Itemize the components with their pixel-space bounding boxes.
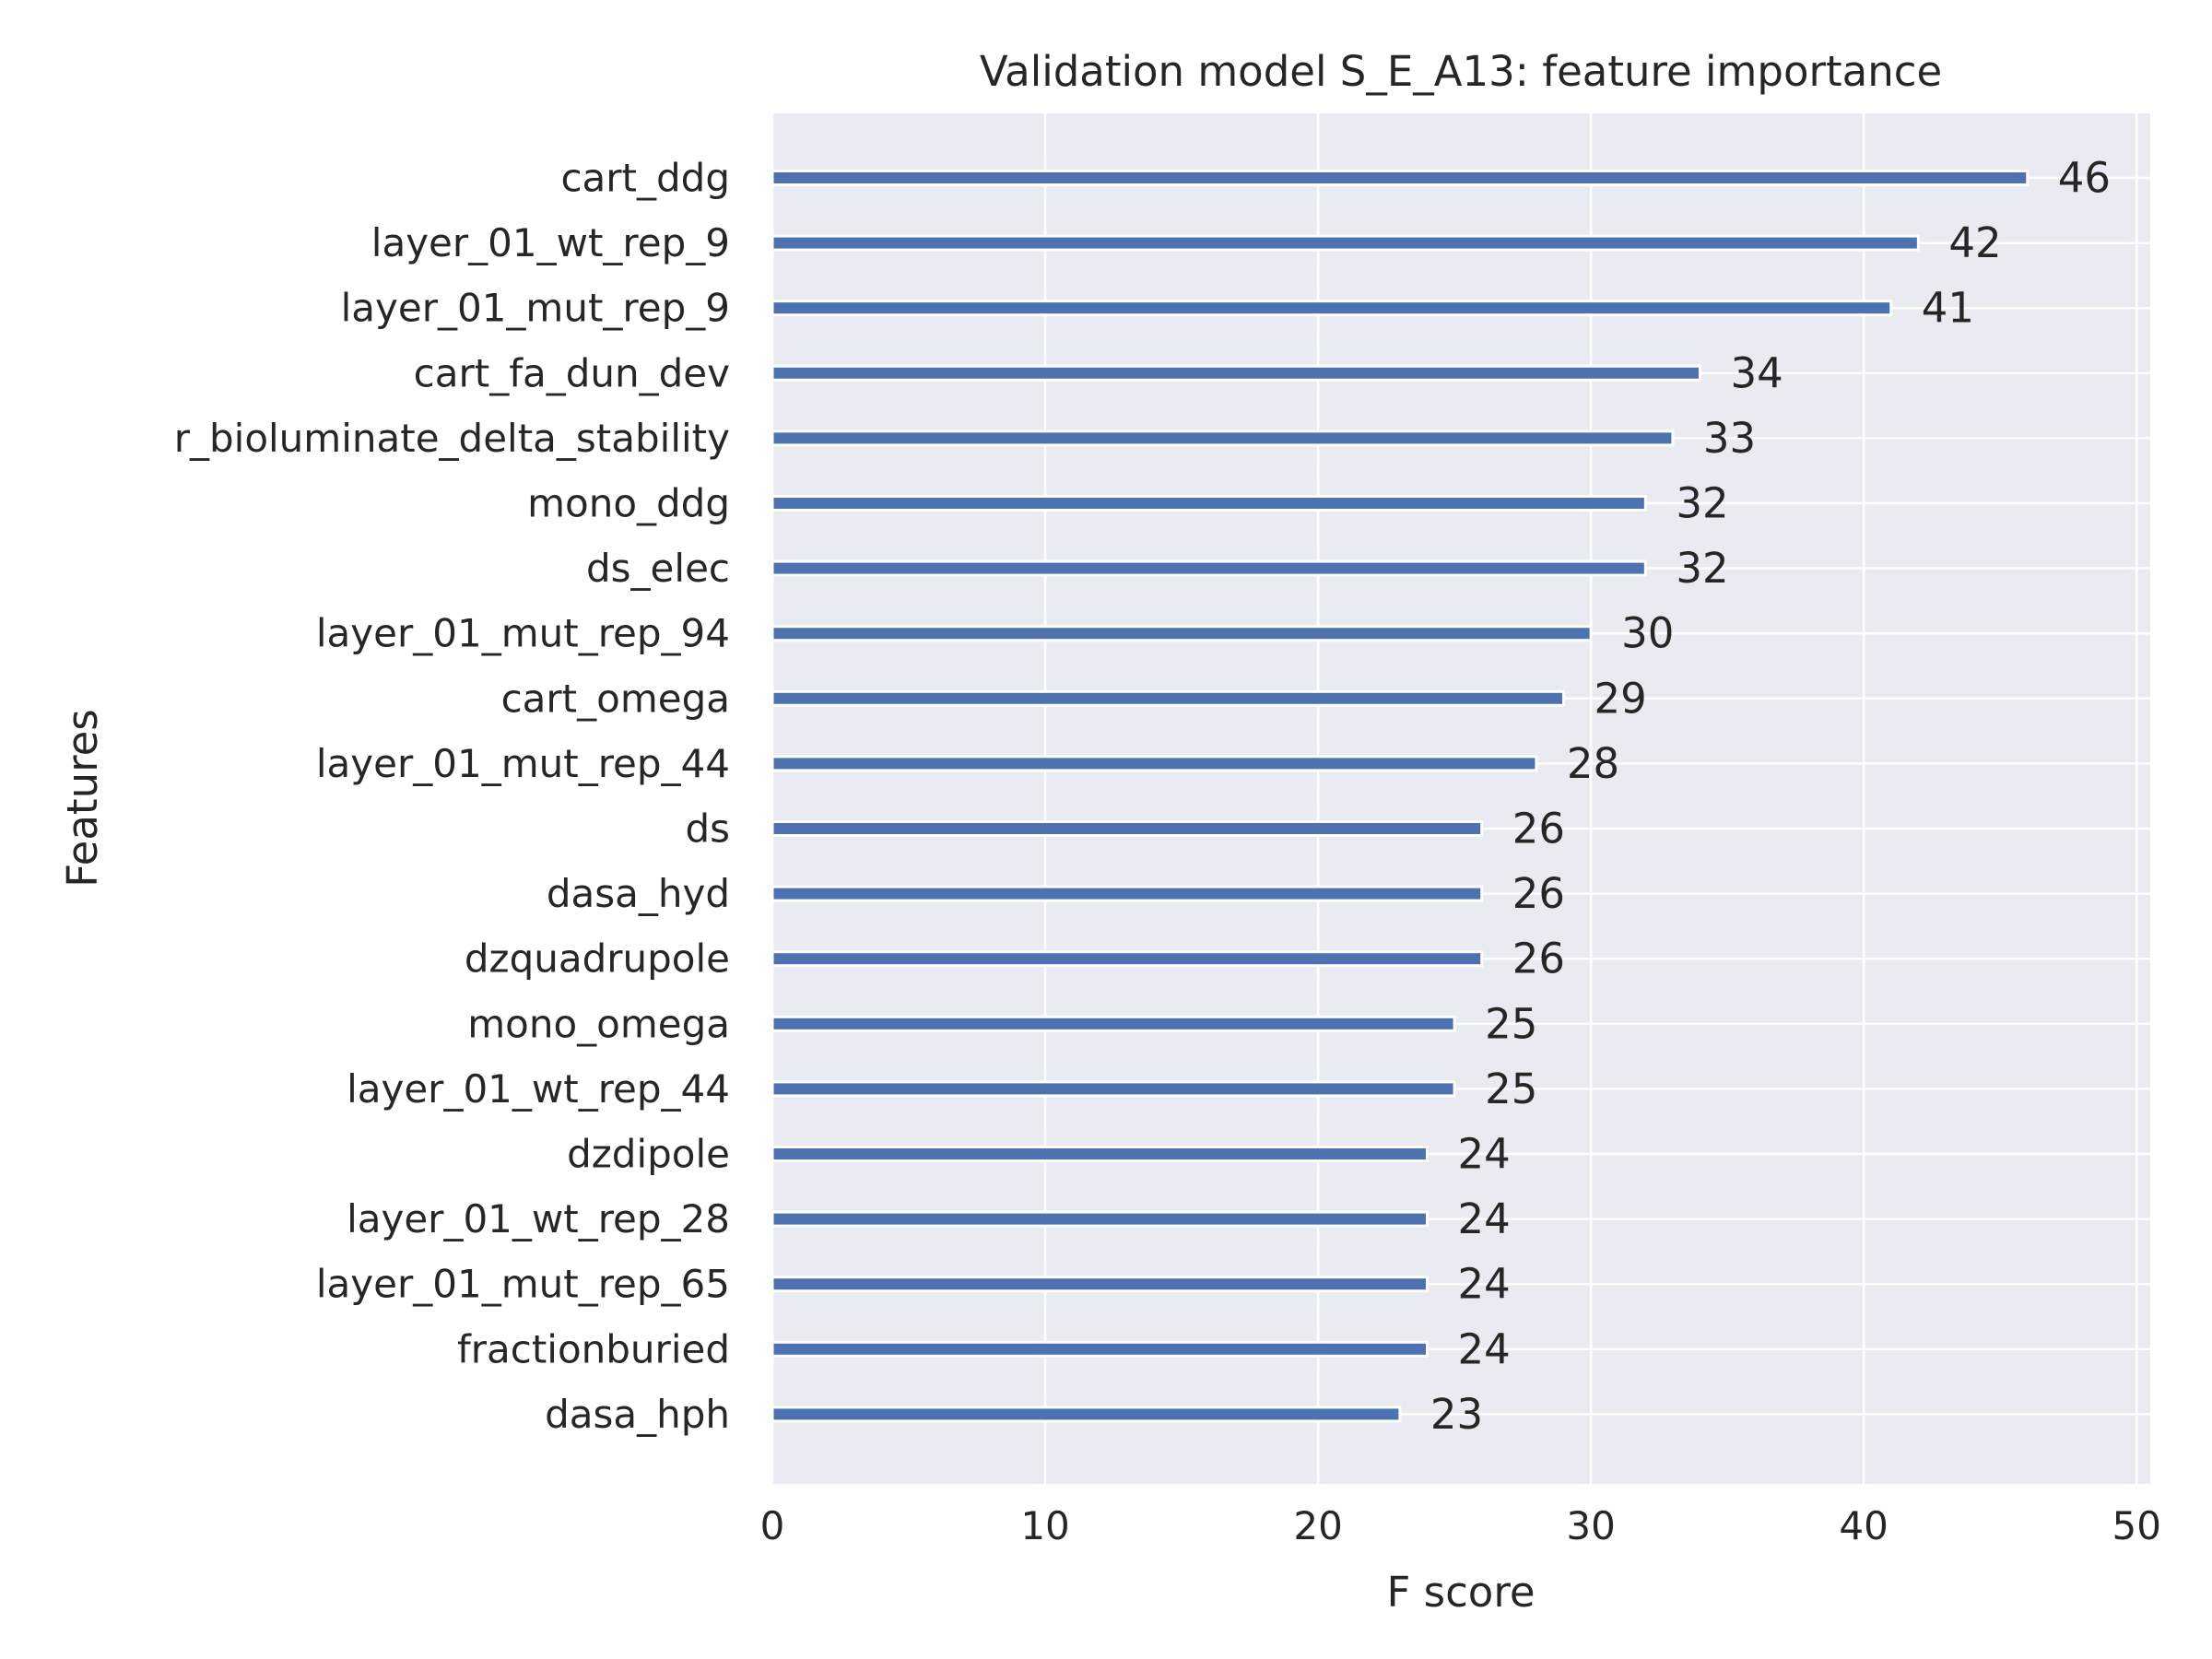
value-label-layer_01_mut_rep_44: 28 (1567, 739, 1619, 788)
y-tick-label-ds_elec: ds_elec (586, 546, 730, 591)
value-label-layer_01_wt_rep_28: 24 (1457, 1194, 1510, 1243)
bar-ds_elec (771, 559, 1647, 577)
x-tick-label: 20 (1293, 1503, 1342, 1548)
y-tick-label-layer_01_mut_rep_9: layer_01_mut_rep_9 (341, 286, 730, 331)
value-label-dasa_hyd: 26 (1512, 869, 1565, 918)
bar-mono_omega (771, 1015, 1456, 1032)
bar-layer_01_wt_rep_28 (771, 1210, 1429, 1228)
value-label-cart_omega: 29 (1594, 674, 1647, 723)
y-tick-label-mono_ddg: mono_ddg (527, 481, 730, 526)
bar-r_bioluminate_delta_stability (771, 429, 1675, 447)
y-tick-label-dasa_hph: dasa_hph (545, 1392, 730, 1437)
plot-background (772, 113, 2150, 1484)
bar-dzquadrupole (771, 950, 1484, 968)
bar-fractionburied (771, 1340, 1429, 1358)
bar-dasa_hph (771, 1406, 1402, 1423)
y-tick-label-ds: ds (685, 806, 730, 852)
value-label-layer_01_mut_rep_94: 30 (1621, 609, 1674, 658)
y-tick-label-layer_01_mut_rep_94: layer_01_mut_rep_94 (316, 611, 730, 656)
bar-layer_01_mut_rep_9 (771, 300, 1893, 317)
bar-layer_01_wt_rep_9 (771, 234, 1920, 252)
bar-layer_01_mut_rep_44 (771, 755, 1538, 772)
value-label-layer_01_wt_rep_44: 25 (1485, 1065, 1537, 1113)
value-label-mono_ddg: 32 (1676, 479, 1728, 528)
x-tick-label: 30 (1566, 1503, 1615, 1548)
y-tick-label-mono_omega: mono_omega (467, 1001, 730, 1046)
bar-layer_01_wt_rep_44 (771, 1080, 1456, 1098)
bar-layer_01_mut_rep_94 (771, 625, 1593, 642)
value-label-r_bioluminate_delta_stability: 33 (1703, 414, 1756, 463)
y-tick-label-layer_01_wt_rep_9: layer_01_wt_rep_9 (371, 220, 730, 265)
bar-dzdipole (771, 1146, 1429, 1162)
y-axis-label: Features (58, 709, 107, 888)
value-label-dzdipole: 24 (1457, 1130, 1510, 1179)
y-tick-label-layer_01_wt_rep_44: layer_01_wt_rep_44 (347, 1066, 730, 1112)
x-tick-label: 10 (1020, 1503, 1069, 1548)
y-tick-label-cart_fa_dun_dev: cart_fa_dun_dev (414, 350, 730, 395)
y-tick-label-fractionburied: fractionburied (457, 1326, 730, 1371)
x-gridlines (771, 113, 2138, 1484)
chart-title: Validation model S_E_A13: feature import… (980, 47, 1942, 96)
y-tick-label-dzdipole: dzdipole (567, 1132, 730, 1177)
x-tick-label: 40 (1839, 1503, 1888, 1548)
value-label-ds_elec: 32 (1676, 544, 1728, 593)
bar-mono_ddg (771, 495, 1647, 512)
value-label-layer_01_mut_rep_9: 41 (1922, 284, 1974, 333)
bar-cart_omega (771, 689, 1566, 707)
y-tick-label-layer_01_wt_rep_28: layer_01_wt_rep_28 (347, 1196, 730, 1241)
bars (771, 170, 2030, 1423)
y-tick-label-dzquadrupole: dzquadrupole (465, 936, 730, 982)
y-tick-label-layer_01_mut_rep_44: layer_01_mut_rep_44 (316, 741, 730, 786)
value-label-layer_01_mut_rep_65: 24 (1457, 1260, 1510, 1309)
value-label-dasa_hph: 23 (1430, 1390, 1483, 1439)
value-label-ds: 26 (1512, 805, 1565, 853)
y-tick-label-r_bioluminate_delta_stability: r_bioluminate_delta_stability (174, 416, 730, 461)
x-tick-label: 50 (2112, 1503, 2160, 1548)
y-tick-label-dasa_hyd: dasa_hyd (547, 871, 730, 916)
x-tick-label: 0 (760, 1503, 785, 1548)
bar-ds (771, 820, 1484, 837)
bar-cart_ddg (771, 170, 2030, 186)
y-tick-label-cart_ddg: cart_ddg (560, 156, 730, 201)
y-tick-label-layer_01_mut_rep_65: layer_01_mut_rep_65 (316, 1262, 730, 1307)
bar-cart_fa_dun_dev (771, 364, 1702, 382)
bar-dasa_hyd (771, 885, 1484, 902)
x-tick-labels: 0 10 20 30 40 50 (760, 1503, 2161, 1548)
y-tick-label-cart_omega: cart_omega (501, 676, 730, 721)
value-label-dzquadrupole: 26 (1512, 935, 1565, 983)
value-label-cart_fa_dun_dev: 34 (1731, 348, 1783, 397)
value-label-cart_ddg: 46 (2058, 154, 2111, 203)
y-tick-labels: cart_ddg layer_01_wt_rep_9 layer_01_mut_re… (174, 156, 730, 1437)
bar-layer_01_mut_rep_65 (771, 1276, 1429, 1293)
value-label-layer_01_wt_rep_9: 42 (1948, 218, 2001, 267)
x-axis-label: F score (1386, 1568, 1535, 1617)
value-label-fractionburied: 24 (1457, 1324, 1510, 1373)
value-label-mono_omega: 25 (1485, 999, 1537, 1048)
